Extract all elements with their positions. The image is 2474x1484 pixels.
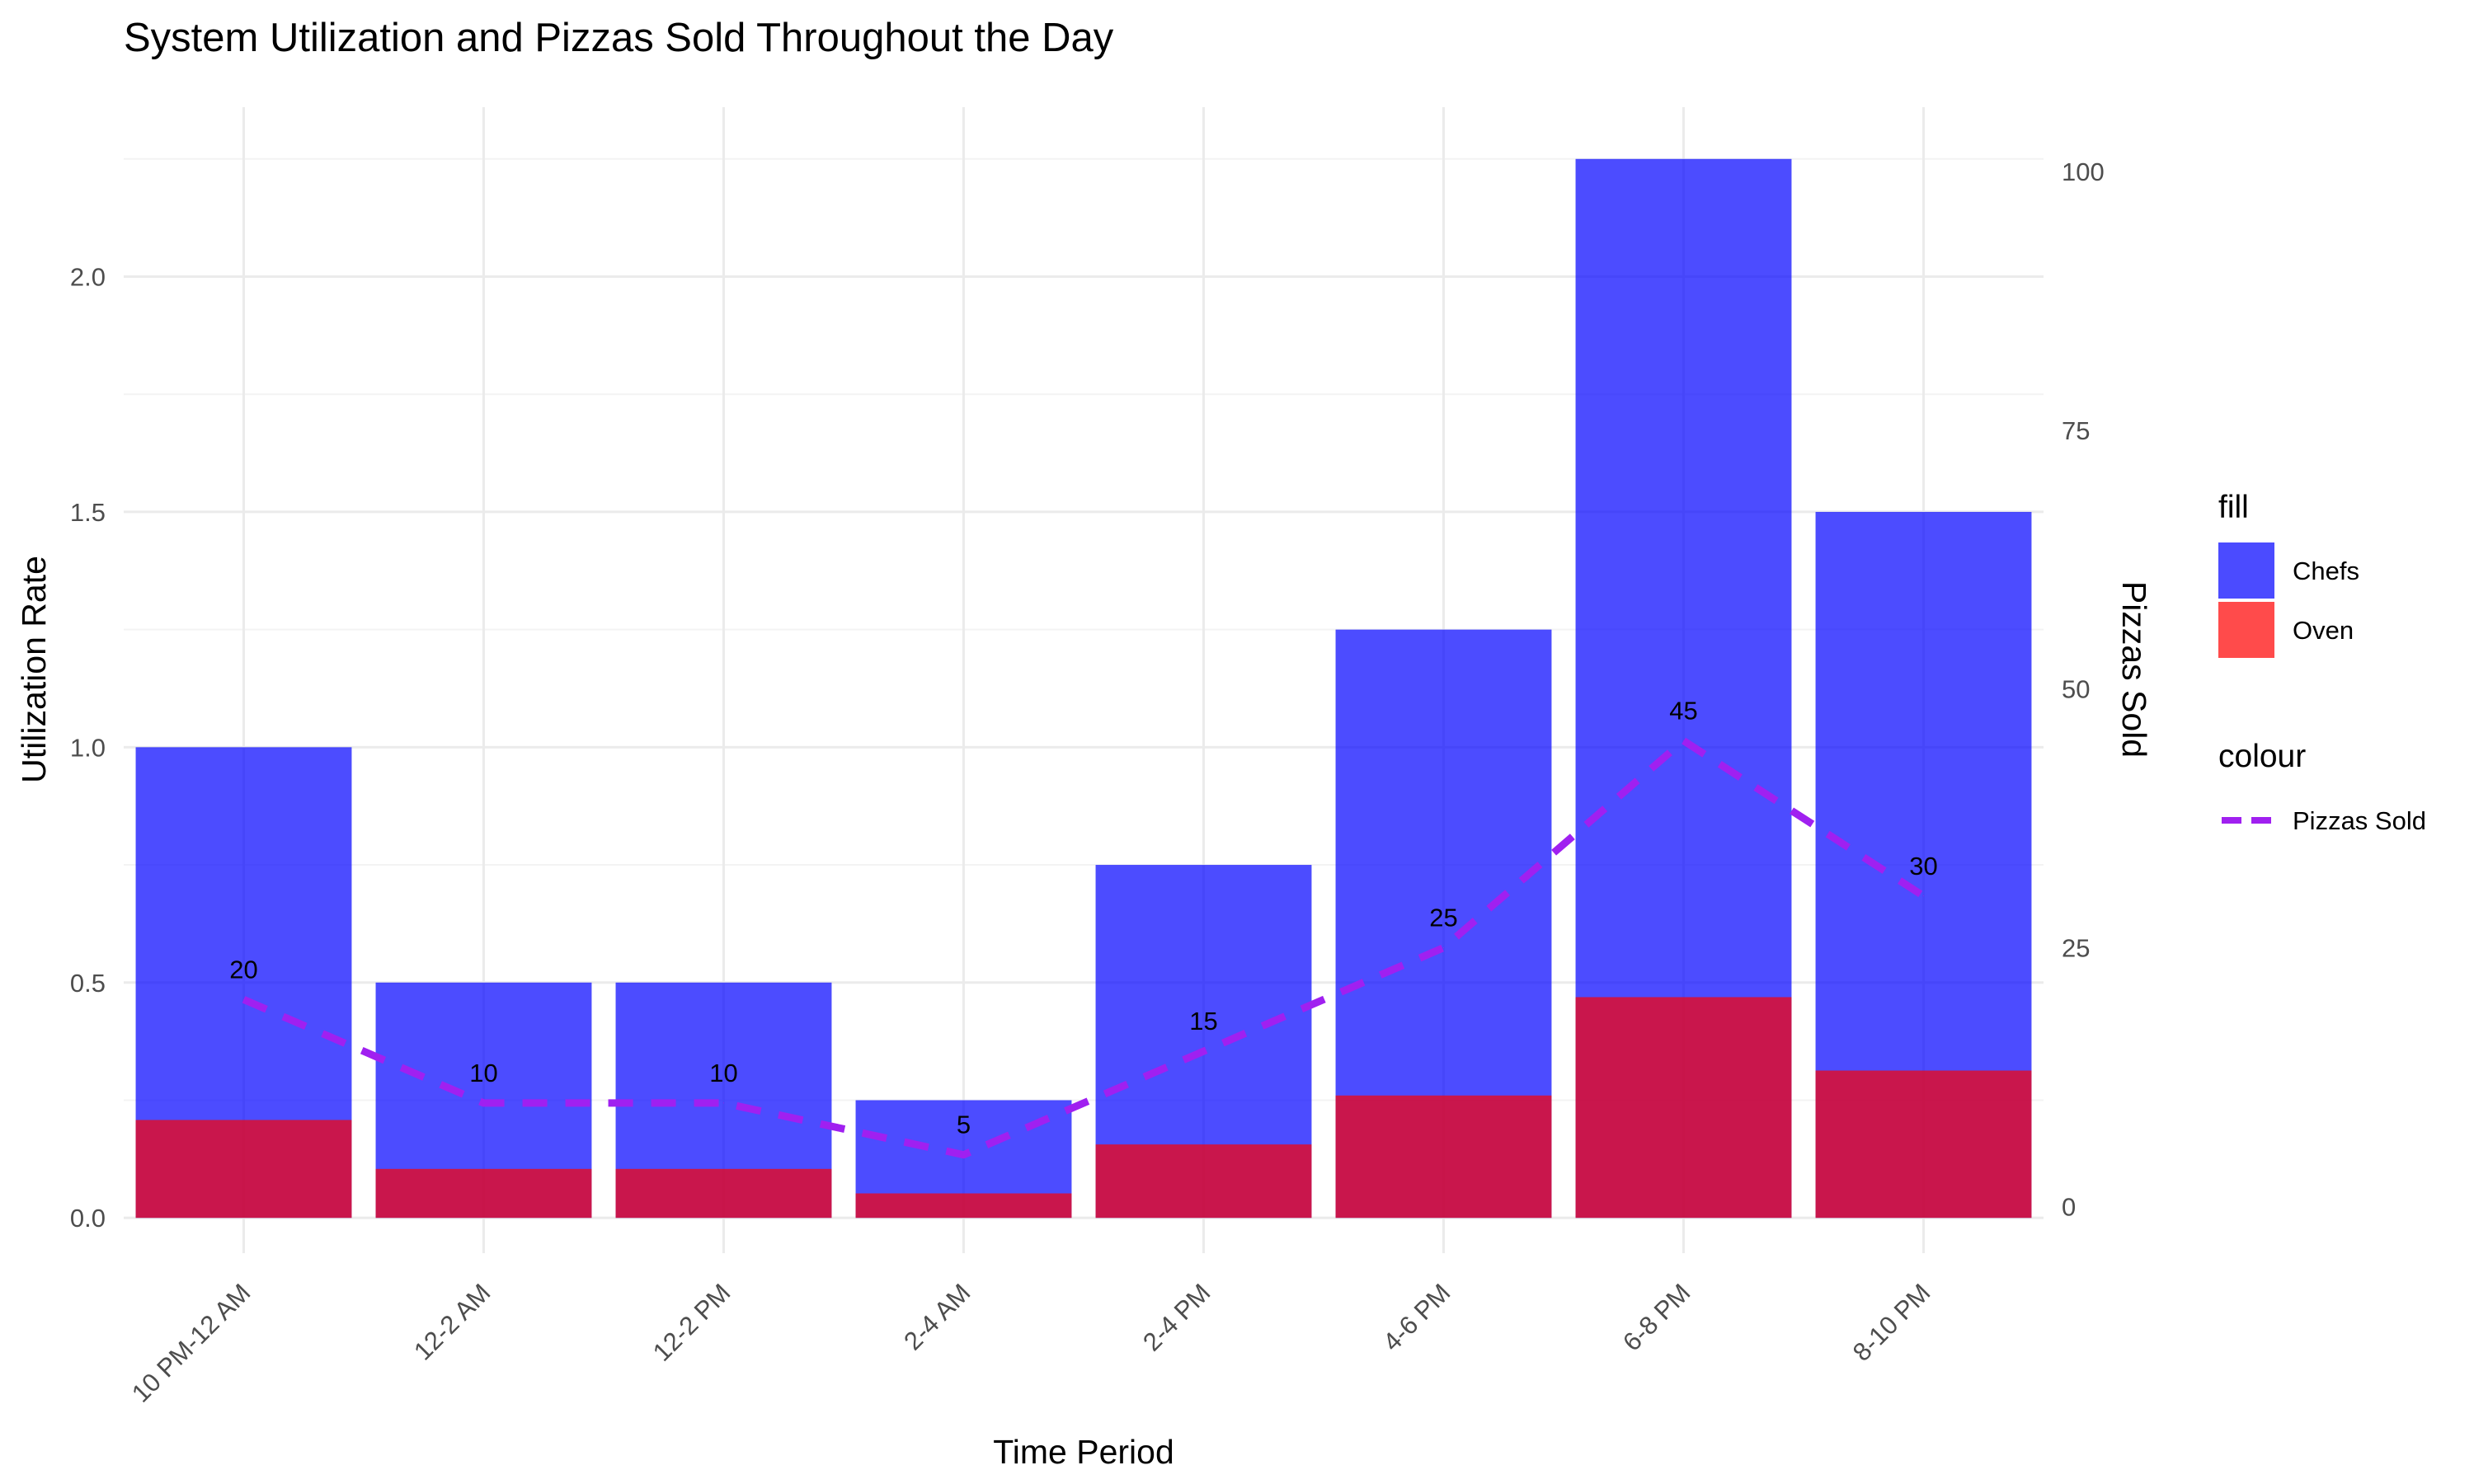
x-tick-label: 12-2 AM — [408, 1278, 496, 1365]
line-point-pizzas-sold — [1443, 947, 1444, 949]
legend-key-oven — [2218, 602, 2274, 658]
x-axis-ticks: 10 PM-12 AM 12-2 AM 12-2 PM 2-4 AM 2-4 PM 4-6… — [126, 1278, 1936, 1408]
y-tick-label: 0.0 — [70, 1204, 106, 1233]
y-axis-ticks: 0.0 0.5 1.0 1.5 2.0 — [70, 263, 106, 1233]
data-label: 10 — [709, 1059, 737, 1087]
data-labels: 20 10 10 5 15 25 45 30 — [229, 696, 1937, 1139]
bar-oven — [1095, 1144, 1312, 1219]
data-label: 45 — [1669, 696, 1697, 725]
line-point-pizzas-sold — [1203, 1050, 1204, 1052]
data-label: 30 — [1909, 852, 1937, 881]
y2-tick-label: 100 — [2062, 157, 2105, 186]
x-tick-label: 8-10 PM — [1847, 1278, 1936, 1367]
pizzas-sold-line-layer — [242, 736, 1926, 1159]
chart-title: System Utilization and Pizzas Sold Throu… — [124, 16, 1114, 60]
x-tick-label: 12-2 PM — [647, 1278, 736, 1367]
x-tick-label: 4-6 PM — [1377, 1278, 1456, 1356]
line-point-pizzas-sold — [963, 1154, 964, 1156]
y-tick-label: 2.0 — [70, 263, 106, 292]
line-point-pizzas-sold — [1923, 895, 1924, 897]
legend-key-chefs — [2218, 542, 2274, 599]
bar-oven — [375, 1168, 592, 1219]
legend-fill-title: fill — [2218, 490, 2249, 525]
legend: fill Chefs Oven colour Pizzas Sold — [2218, 490, 2426, 835]
y2-tick-label: 50 — [2062, 675, 2090, 704]
data-label: 20 — [229, 955, 257, 984]
y2-tick-label: 0 — [2062, 1192, 2076, 1221]
legend-label-pizzas-sold: Pizzas Sold — [2293, 806, 2426, 835]
line-point-pizzas-sold — [483, 1102, 484, 1104]
bar-oven — [135, 1120, 352, 1219]
line-point-pizzas-sold — [723, 1102, 724, 1104]
x-axis-title: Time Period — [993, 1433, 1174, 1471]
data-label: 5 — [957, 1111, 971, 1139]
y2-tick-label: 75 — [2062, 416, 2090, 445]
x-tick-label: 2-4 PM — [1137, 1278, 1216, 1356]
y2-tick-label: 25 — [2062, 934, 2090, 963]
bar-oven — [615, 1168, 832, 1219]
bar-oven — [1815, 1070, 2032, 1219]
data-label: 10 — [469, 1059, 497, 1087]
line-point-pizzas-sold — [243, 998, 244, 1000]
series-line-pizzas-sold — [242, 736, 1926, 1159]
x-tick-label: 10 PM-12 AM — [126, 1278, 256, 1408]
x-tick-label: 2-4 AM — [898, 1278, 976, 1355]
line-point-pizzas-sold — [1683, 740, 1684, 741]
y-tick-label: 1.5 — [70, 498, 106, 527]
data-label: 15 — [1189, 1007, 1217, 1036]
bar-oven — [1575, 997, 1792, 1219]
y-axis-title: Utilization Rate — [15, 556, 53, 783]
bar-oven — [855, 1193, 1072, 1219]
x-tick-label: 6-8 PM — [1617, 1278, 1696, 1356]
y2-axis-ticks: 0 25 50 75 100 — [2062, 157, 2105, 1222]
data-label: 25 — [1429, 904, 1457, 932]
legend-colour-title: colour — [2218, 739, 2306, 774]
y-tick-label: 0.5 — [70, 969, 106, 998]
legend-label-oven: Oven — [2293, 616, 2354, 645]
y2-axis-title: Pizzas Sold — [2115, 581, 2153, 758]
bar-oven — [1335, 1095, 1552, 1219]
bars — [135, 158, 2032, 1219]
y-tick-label: 1.0 — [70, 733, 106, 762]
legend-label-chefs: Chefs — [2293, 556, 2359, 585]
